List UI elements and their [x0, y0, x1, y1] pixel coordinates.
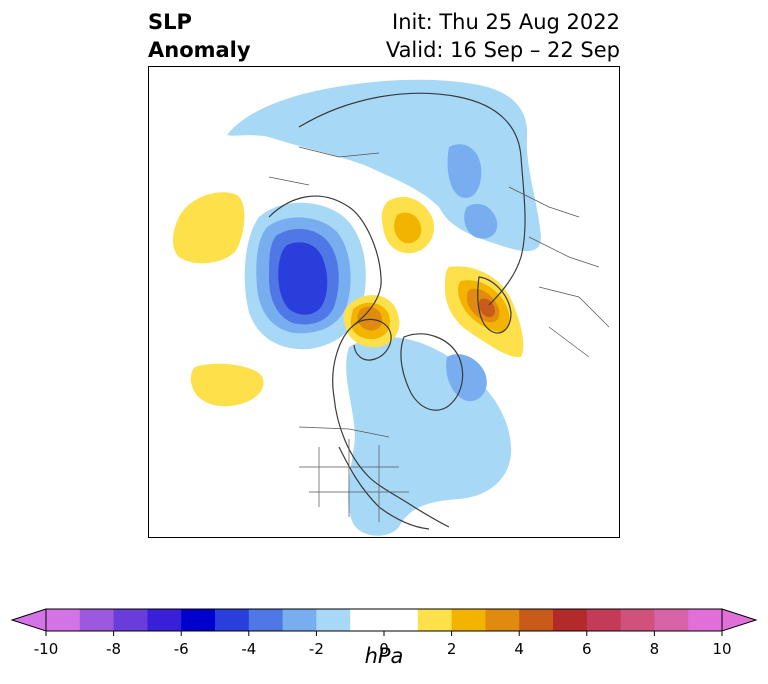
border-eurasia-1 — [508, 186, 600, 268]
colorbar-segment — [417, 609, 453, 631]
coastline-eurasia — [298, 92, 526, 306]
coastline-scandinavia — [477, 276, 512, 334]
fill-east-asia-low-core — [464, 203, 498, 239]
coastlines — [268, 92, 526, 530]
colorbar-segment — [248, 609, 284, 631]
fill-pacific-high-west — [172, 192, 245, 264]
colorbar-tick-label: 10 — [712, 640, 731, 658]
colorbar-ticks: -10 -8 -6 -4 -2 0 2 4 6 8 10 — [34, 631, 732, 658]
colorbar-tick-label: -8 — [106, 640, 121, 658]
colorbar-under-arrow — [10, 608, 47, 632]
colorbar-segment — [316, 609, 351, 631]
border-states-1 — [318, 439, 380, 522]
borders — [268, 146, 610, 522]
fill-east-na-low — [346, 336, 512, 536]
colorbar-segment — [485, 609, 520, 631]
colorbar-tick-label: -10 — [34, 640, 59, 658]
border-states-2 — [299, 466, 409, 493]
colorbar-segment — [586, 609, 622, 631]
border-eurasia-2 — [538, 286, 610, 358]
colorbar-segment — [181, 609, 216, 631]
colorbar-over-arrow — [721, 608, 758, 632]
title-line-2: Anomaly — [148, 38, 251, 62]
colorbar-tick-label: 8 — [650, 640, 660, 658]
coastline-greenland — [400, 333, 464, 411]
fill-siberia-high-2 — [394, 212, 422, 244]
colorbar-segment — [282, 609, 317, 631]
border-us-canada — [298, 426, 390, 438]
border-asia-3 — [268, 146, 380, 186]
colorbar-segment — [79, 609, 115, 631]
anomaly-fills — [172, 79, 541, 536]
fill-siberia-low-core — [447, 144, 482, 198]
colorbar-segment — [350, 609, 419, 631]
colorbar-tick-label: -2 — [309, 640, 324, 658]
colorbar-segment — [553, 609, 588, 631]
colorbar-tick-label: 4 — [514, 640, 524, 658]
colorbar-segment — [451, 609, 486, 631]
coastline-north-america — [268, 195, 450, 528]
fill-east-na-low-core — [446, 354, 487, 402]
colorbar-segment — [215, 609, 250, 631]
title-line-1: SLP — [148, 10, 192, 34]
colorbar-tick-label: 0 — [379, 640, 389, 658]
valid-period: Valid: 16 Sep – 22 Sep — [385, 38, 620, 62]
map-title: SLP Anomaly — [148, 8, 251, 64]
fill-canada-low-4 — [278, 242, 328, 315]
colorbar-segment — [519, 609, 554, 631]
coastline-hudson-bay — [353, 318, 392, 361]
colorbar: -10 -8 -6 -4 -2 0 2 4 6 8 10 — [10, 608, 758, 658]
colorbar-segment — [688, 609, 723, 631]
colorbar-segment — [654, 609, 689, 631]
fill-pacific-high-south — [190, 363, 264, 407]
colorbar-segment — [147, 609, 182, 631]
colorbar-tick-label: -4 — [241, 640, 256, 658]
colorbar-tick-label: 6 — [582, 640, 592, 658]
colorbar-tick-label: -6 — [174, 640, 189, 658]
colorbar-segment — [113, 609, 148, 631]
fill-hudson-high-3 — [357, 306, 383, 331]
forecast-dates: Init: Thu 25 Aug 2022 Valid: 16 Sep – 22… — [386, 8, 620, 64]
colorbar-unit: hPa — [364, 644, 404, 668]
colorbar-segment — [620, 609, 655, 631]
init-date: Init: Thu 25 Aug 2022 — [392, 10, 620, 34]
anomaly-map — [148, 66, 620, 538]
colorbar-segment — [46, 609, 81, 631]
colorbar-segments — [10, 608, 758, 632]
map-svg — [172, 79, 610, 536]
colorbar-tick-label: 2 — [447, 640, 457, 658]
